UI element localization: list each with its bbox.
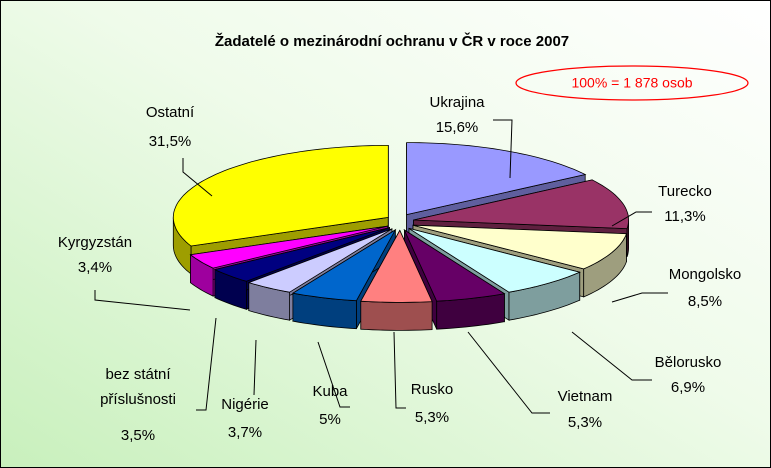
category-label: Rusko (411, 381, 454, 398)
leader-line (182, 158, 213, 197)
value-label: 11,3% (664, 208, 705, 225)
category-label: Vietnam (558, 388, 613, 405)
leader-line (493, 119, 513, 179)
value-label: 8,5% (688, 293, 722, 310)
leader-line (611, 211, 652, 227)
slice (291, 228, 397, 302)
category-label: Bělorusko (655, 354, 722, 371)
leader-line (611, 292, 668, 303)
value-label: 3,5% (121, 427, 155, 444)
category-label: bez státní příslušnosti (100, 366, 176, 408)
slice (406, 142, 587, 216)
leader-line (317, 341, 350, 408)
chart-title: Žadatelé o mezinárodní ochranu v ČR v ro… (215, 32, 569, 50)
slice (413, 179, 630, 230)
value-label: 31,5% (149, 133, 192, 150)
category-label: Ostatní (146, 104, 195, 121)
slice (408, 228, 581, 293)
annotation-ellipse (515, 65, 749, 101)
slice (412, 224, 627, 270)
value-label: 5,3% (415, 409, 449, 426)
leader-line (571, 331, 652, 381)
value-label: 5% (319, 411, 341, 428)
leader-line (467, 331, 550, 414)
leader-line (94, 290, 191, 311)
annotation: 100% = 1 878 osob (571, 75, 692, 91)
slice (189, 225, 388, 269)
category-label: Nigérie (221, 396, 269, 413)
value-label: 3,4% (78, 259, 112, 276)
slice-side (360, 300, 433, 331)
category-label: Ukrajina (429, 94, 485, 111)
value-label: 15,6% (436, 119, 479, 136)
pie (172, 142, 630, 331)
value-label: 5,3% (568, 414, 602, 431)
category-label: Kuba (312, 383, 348, 400)
leader-line (393, 331, 406, 409)
value-label: 6,9% (671, 379, 705, 396)
slice (360, 229, 433, 303)
category-label: Mongolsko (669, 266, 742, 283)
slice (213, 227, 390, 282)
leader-line (253, 339, 257, 396)
slice (403, 228, 506, 302)
slice (247, 228, 393, 293)
category-label: Kyrgyzstán (58, 234, 132, 251)
value-label: 3,7% (228, 424, 262, 441)
slice (172, 145, 389, 247)
leader-line (196, 317, 217, 411)
category-label: Turecko (658, 183, 712, 200)
